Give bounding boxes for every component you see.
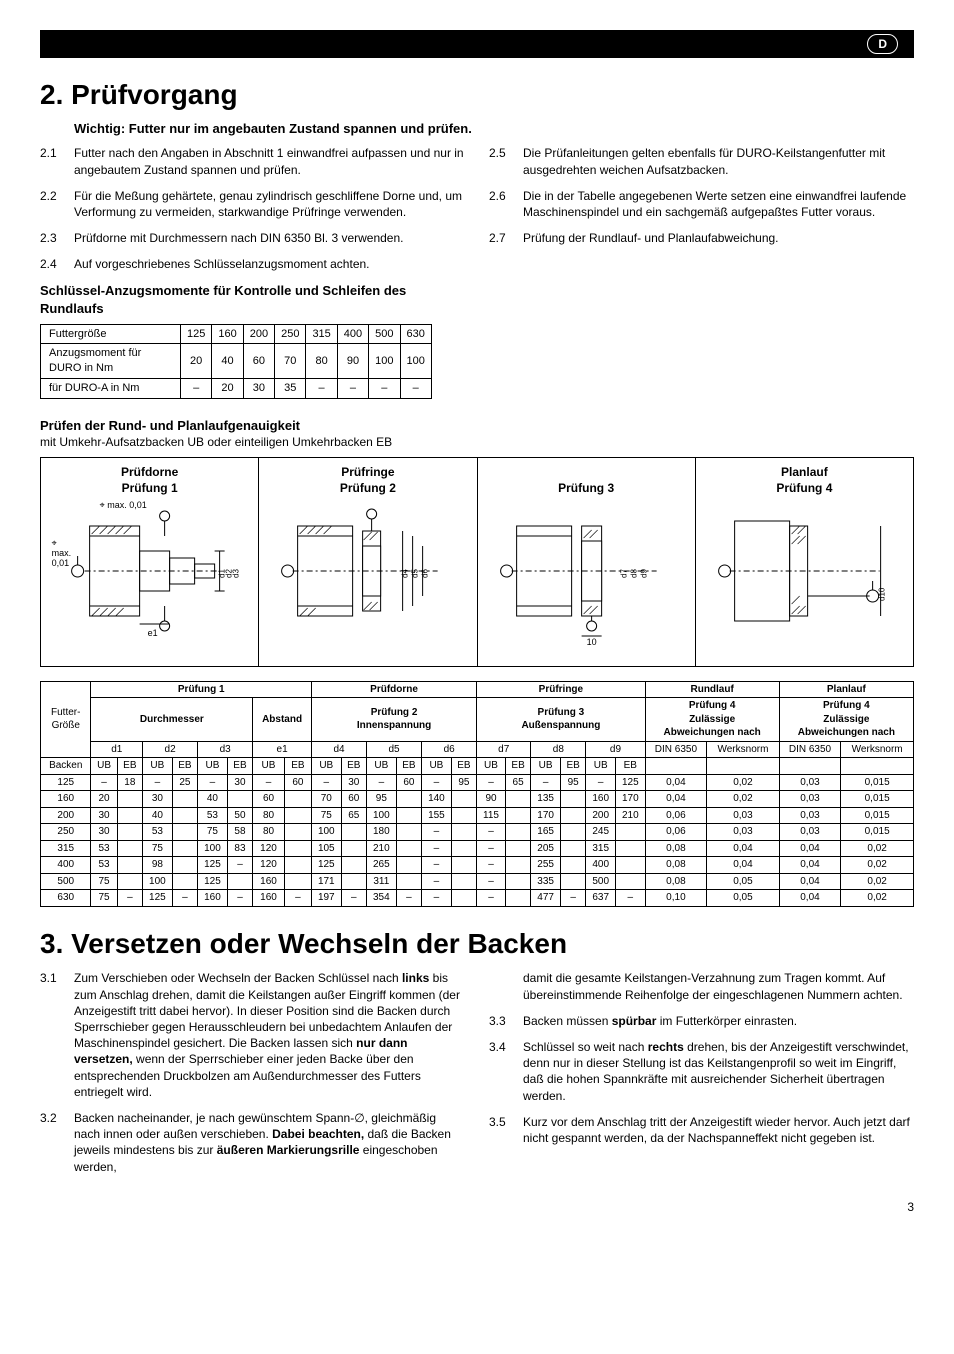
svg-text:d5: d5 bbox=[411, 569, 420, 578]
diagram-2-h1: Prüfringe bbox=[265, 464, 470, 480]
list-item: 3.5Kurz vor dem Anschlag tritt der Anzei… bbox=[489, 1114, 914, 1146]
language-badge: D bbox=[867, 34, 898, 54]
svg-text:d7: d7 bbox=[619, 569, 628, 578]
list-item: damit die gesamte Keilstangen-Verzahnung… bbox=[489, 970, 914, 1002]
page-number: 3 bbox=[40, 1199, 914, 1215]
svg-text:⌖ max. 0,01: ⌖ max. 0,01 bbox=[100, 500, 147, 510]
list-2-left: 2.1Futter nach den Angaben in Abschnitt … bbox=[40, 145, 465, 272]
diagram-3-h2: Prüfung 3 bbox=[484, 480, 689, 496]
diagram-2: Prüfringe Prüfung 2 d4 d5 d6 bbox=[259, 458, 477, 666]
section2-title: 2. Prüfvorgang bbox=[40, 76, 914, 114]
svg-text:max.: max. bbox=[52, 548, 72, 558]
diagram-1-h1: Prüfdorne bbox=[47, 464, 252, 480]
list-3-right: damit die gesamte Keilstangen-Verzahnung… bbox=[489, 970, 914, 1146]
diagram-4: Planlauf Prüfung 4 d10 bbox=[696, 458, 913, 666]
diagram-3: Prüfung 3 d7 d8 d9 10 bbox=[478, 458, 696, 666]
important-note: Wichtig: Futter nur im angebauten Zustan… bbox=[74, 120, 914, 138]
list-item: 2.1Futter nach den Angaben in Abschnitt … bbox=[40, 145, 465, 177]
list-item: 2.7Prüfung der Rundlauf- und Planlaufabw… bbox=[489, 230, 914, 246]
diagram-4-h2: Prüfung 4 bbox=[702, 480, 907, 496]
list-item: 3.4Schlüssel so weit nach rechts drehen,… bbox=[489, 1039, 914, 1104]
svg-text:0,01: 0,01 bbox=[52, 558, 70, 568]
accuracy-sub: mit Umkehr-Aufsatzbacken UB oder einteil… bbox=[40, 434, 914, 450]
list-2-right: 2.5Die Prüfanleitungen gelten ebenfalls … bbox=[489, 145, 914, 246]
list-item: 3.2Backen nacheinander, je nach gewünsch… bbox=[40, 1110, 465, 1175]
section2-columns: 2.1Futter nach den Angaben in Abschnitt … bbox=[40, 145, 914, 399]
list-item: 2.2Für die Meßung gehärtete, genau zylin… bbox=[40, 188, 465, 220]
svg-text:d9: d9 bbox=[639, 569, 648, 578]
svg-text:d3: d3 bbox=[232, 569, 241, 578]
list-item: 2.6Die in der Tabelle angegebenen Werte … bbox=[489, 188, 914, 220]
list-item: 2.4Auf vorgeschriebenes Schlüsselanzugsm… bbox=[40, 256, 465, 272]
diagram-4-h1: Planlauf bbox=[702, 464, 907, 480]
accuracy-heading: Prüfen der Rund- und Planlaufgenauigkeit bbox=[40, 417, 914, 435]
svg-text:10: 10 bbox=[586, 637, 596, 646]
svg-text:d4: d4 bbox=[401, 569, 410, 578]
svg-text:d10: d10 bbox=[877, 587, 886, 601]
svg-text:d6: d6 bbox=[421, 569, 430, 578]
list-item: 3.3Backen müssen spürbar im Futterkörper… bbox=[489, 1013, 914, 1029]
svg-text:⌖: ⌖ bbox=[52, 538, 57, 548]
list-3-left: 3.1Zum Verschieben oder Wechseln der Bac… bbox=[40, 970, 465, 1174]
list-item: 2.3Prüfdorne mit Durchmessern nach DIN 6… bbox=[40, 230, 465, 246]
list-item: 3.1Zum Verschieben oder Wechseln der Bac… bbox=[40, 970, 465, 1100]
torque-heading: Schlüssel-Anzugsmomente für Kontrolle un… bbox=[40, 282, 465, 317]
accuracy-table: Futter-GrößePrüfung 1PrüfdornePrüfringeR… bbox=[40, 681, 914, 907]
diagram-row: Prüfdorne Prüfung 1 ⌖ max. 0,01 ⌖ max. 0… bbox=[40, 457, 914, 667]
section3-title: 3. Versetzen oder Wechseln der Backen bbox=[40, 925, 914, 963]
diagram-1-h2: Prüfung 1 bbox=[47, 480, 252, 496]
diagram-2-h2: Prüfung 2 bbox=[265, 480, 470, 496]
diagram-1: Prüfdorne Prüfung 1 ⌖ max. 0,01 ⌖ max. 0… bbox=[41, 458, 259, 666]
svg-text:e1: e1 bbox=[148, 628, 158, 638]
header-bar: D bbox=[40, 30, 914, 58]
list-item: 2.5Die Prüfanleitungen gelten ebenfalls … bbox=[489, 145, 914, 177]
svg-text:d8: d8 bbox=[629, 569, 638, 578]
torque-table: Futtergröße125160200250315400500630 Anzu… bbox=[40, 324, 432, 399]
